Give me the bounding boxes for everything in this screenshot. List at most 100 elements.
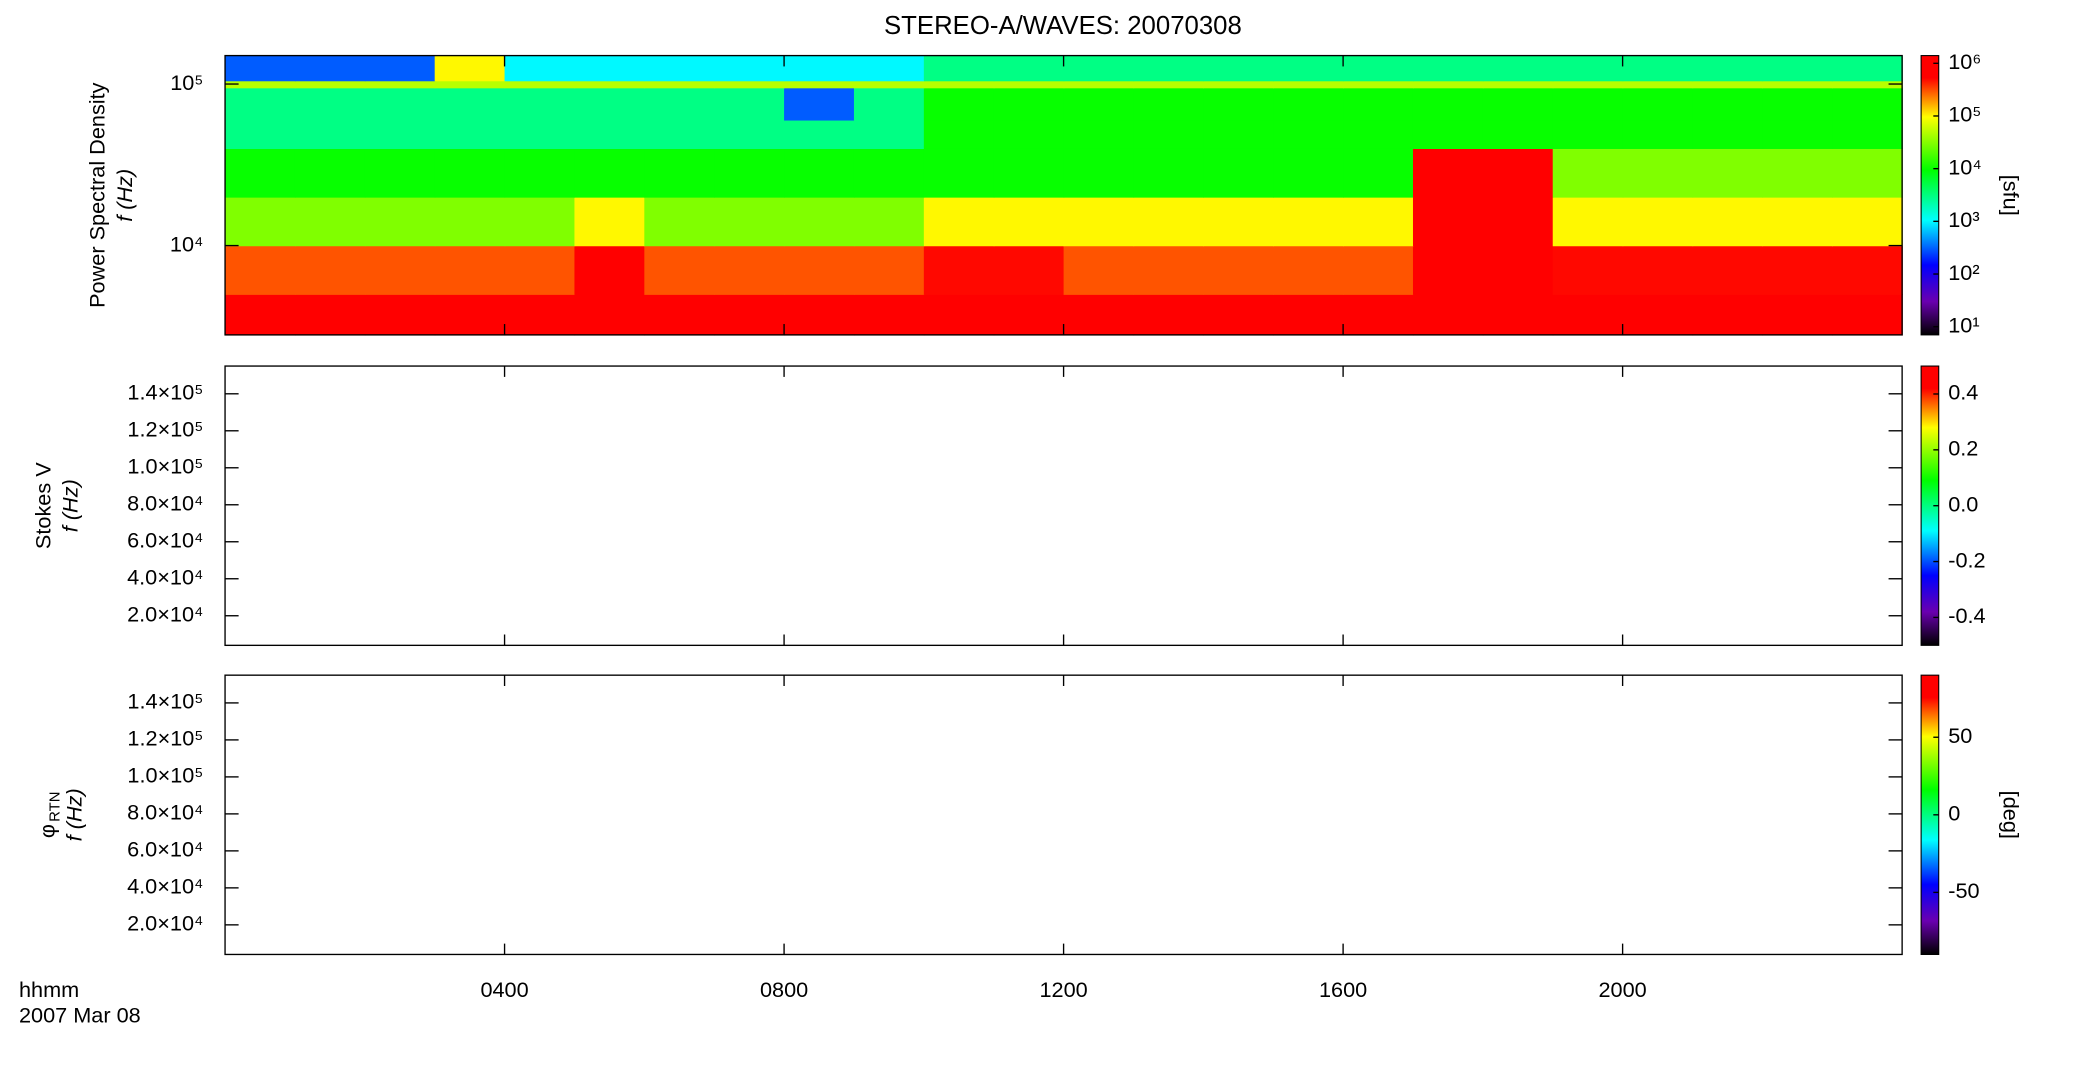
heatmap-cell (1412, 148, 1484, 198)
heatmap-cell (225, 80, 296, 89)
heatmap-cell (364, 119, 436, 149)
heatmap-cell (853, 196, 925, 247)
heatmap-cell (574, 245, 646, 295)
colorbar-tick-label: 10⁴ (1948, 154, 1981, 179)
colorbar-tick-label: -50 (1948, 878, 1979, 903)
y-axis-subscript: RTN (48, 791, 64, 821)
heatmap-cell (294, 148, 366, 198)
heatmap-cell (853, 80, 925, 89)
heatmap-cell (1762, 196, 1833, 247)
heatmap-cell (923, 294, 995, 336)
heatmap-cell (1203, 55, 1274, 82)
heatmap-cell (1482, 87, 1554, 121)
heatmap-cell (1622, 87, 1694, 121)
heatmap-cell (364, 245, 436, 295)
y-axis-unit-label: f (Hz) (112, 169, 137, 222)
heatmap-cell (923, 196, 995, 247)
heatmap-cell (993, 148, 1065, 198)
heatmap-cell (1203, 148, 1274, 198)
heatmap-cell (1412, 55, 1484, 82)
heatmap-cell (853, 87, 925, 121)
heatmap-cell (1552, 80, 1624, 89)
heatmap-cell (1343, 55, 1414, 82)
heatmap-cell (1552, 148, 1624, 198)
heatmap-cell (504, 119, 576, 149)
heatmap-cell (1343, 294, 1414, 336)
heatmap-cell (1063, 87, 1135, 121)
heatmap-cell (1343, 245, 1414, 295)
heatmap-cell (1343, 196, 1414, 247)
heatmap-cell (504, 55, 576, 82)
heatmap-cell (1133, 148, 1205, 198)
chart-title: STEREO-A/WAVES: 20070308 (884, 12, 1242, 40)
heatmap-cell (1203, 294, 1274, 336)
heatmap-cell (504, 80, 576, 89)
heatmap-cell (434, 148, 506, 198)
heatmap-cell (504, 148, 576, 198)
heatmap-cell (714, 55, 785, 82)
heatmap-cell (294, 294, 366, 336)
x-axis-date: 2007 Mar 08 (19, 1003, 141, 1028)
y-tick-label: 1.0×10⁵ (127, 454, 203, 479)
heatmap-cell (434, 196, 506, 247)
heatmap-cell (1552, 196, 1624, 247)
heatmap-cell (294, 55, 366, 82)
heatmap-cell (574, 294, 646, 336)
colorbar-tick-label: 10⁵ (1948, 102, 1981, 127)
heatmap-cell (364, 294, 436, 336)
heatmap-cell (1622, 148, 1694, 198)
heatmap-cell (1692, 196, 1764, 247)
heatmap-cell (434, 245, 506, 295)
heatmap-cell (993, 196, 1065, 247)
heatmap-cell (1832, 294, 1903, 336)
heatmap-cell (1273, 196, 1344, 247)
heatmap-cell (364, 55, 436, 82)
heatmap-cell (644, 148, 715, 198)
heatmap-cell (923, 245, 995, 295)
heatmap-cell (1552, 55, 1624, 82)
y-tick-label: 1.4×10⁵ (127, 380, 203, 405)
y-tick-label: 4.0×10⁴ (127, 564, 203, 589)
y-axis-unit-label: f (Hz) (58, 479, 83, 532)
heatmap-cell (714, 87, 785, 121)
heatmap-cell (1622, 294, 1694, 336)
heatmap-cell (1203, 119, 1274, 149)
heatmap-cell (1762, 294, 1833, 336)
y-axis-symbol: φ (35, 824, 60, 838)
heatmap-cell (504, 294, 576, 336)
colorbar-tick-label: 0.0 (1948, 491, 1978, 516)
y-tick-label: 10⁵ (170, 70, 203, 95)
heatmap-cell (993, 87, 1065, 121)
heatmap-cell (504, 87, 576, 121)
y-tick-label: 1.2×10⁵ (127, 417, 203, 442)
heatmap-cell (714, 245, 785, 295)
heatmap-cell (1273, 55, 1344, 82)
heatmap-cell (1762, 80, 1833, 89)
heatmap-cell (853, 294, 925, 336)
heatmap-cell (784, 148, 855, 198)
heatmap-cell (644, 245, 715, 295)
heatmap-cell (784, 196, 855, 247)
heatmap-cell (225, 294, 296, 336)
y-tick-label: 8.0×10⁴ (127, 491, 203, 516)
y-axis-unit-label: f (Hz) (62, 788, 87, 841)
heatmap-cell (1133, 55, 1205, 82)
heatmap-cell (1063, 80, 1135, 89)
heatmap-cell (1063, 148, 1135, 198)
heatmap-cell (714, 294, 785, 336)
x-tick-label: 1600 (1319, 977, 1367, 1002)
colorbar (1920, 55, 1940, 336)
heatmap-cell (504, 245, 576, 295)
heatmap-cell (574, 55, 646, 82)
y-tick-label: 1.4×10⁵ (127, 689, 203, 714)
heatmap-cell (434, 119, 506, 149)
heatmap-cell (923, 80, 995, 89)
heatmap-cell (434, 80, 506, 89)
heatmap-cell (1552, 245, 1624, 295)
heatmap-cell (574, 196, 646, 247)
colorbar-tick-label: 10² (1948, 260, 1979, 285)
heatmap-cell (574, 87, 646, 121)
heatmap-cell (714, 119, 785, 149)
heatmap-cell (1832, 87, 1903, 121)
heatmap-cell (1133, 196, 1205, 247)
